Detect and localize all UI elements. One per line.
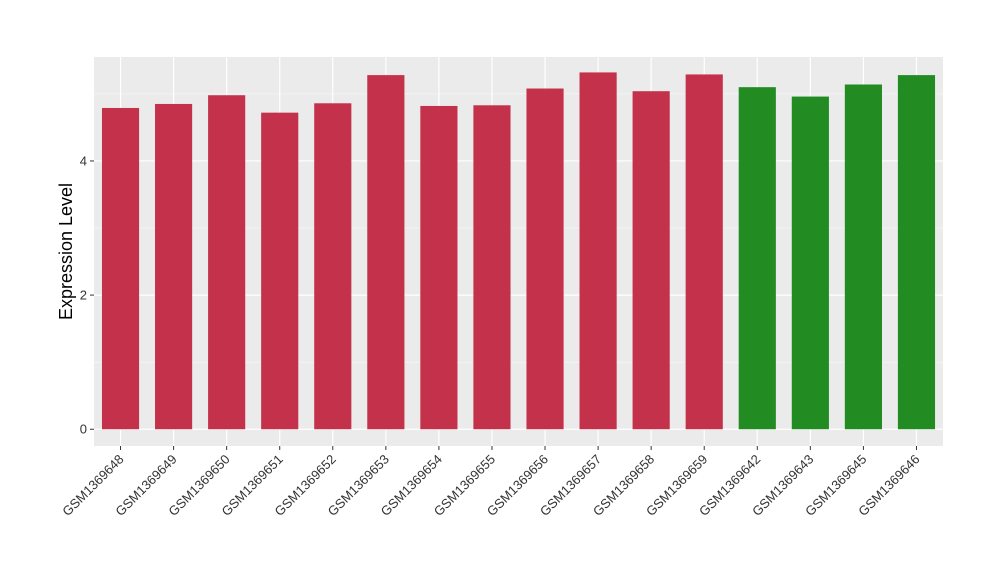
bar	[579, 72, 617, 430]
bar	[101, 107, 140, 430]
bar	[473, 105, 511, 430]
bar	[155, 103, 193, 430]
bar	[897, 75, 936, 430]
bar	[685, 74, 723, 430]
y-tick-label: 0	[80, 422, 87, 437]
y-axis-title: Expression Level	[56, 183, 76, 320]
bar	[367, 75, 405, 430]
bar	[632, 91, 670, 430]
bar	[314, 103, 352, 430]
y-axis: 0 2 4	[80, 153, 94, 437]
bars	[101, 72, 936, 430]
bar	[208, 95, 246, 430]
bar	[738, 87, 776, 430]
y-tick-label: 4	[80, 153, 87, 168]
bar	[526, 88, 564, 430]
bar	[420, 105, 458, 430]
y-tick-label: 2	[80, 288, 87, 303]
bar	[791, 96, 829, 430]
bar	[261, 112, 299, 430]
x-axis: GSM1369648GSM1369649GSM1369650GSM1369651…	[59, 446, 923, 519]
bar	[844, 84, 882, 430]
